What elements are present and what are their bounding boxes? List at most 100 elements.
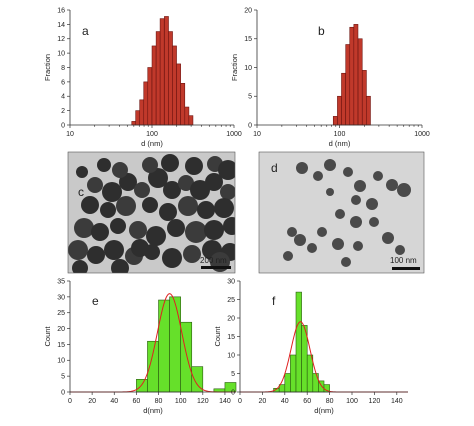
x-tick-label-a-0: 10 bbox=[66, 131, 74, 138]
y-axis-label-e: Count bbox=[43, 326, 52, 347]
tem-particle-c bbox=[134, 182, 150, 198]
bar-e-3 bbox=[169, 296, 181, 393]
tem-particle-d bbox=[354, 180, 366, 192]
x-tick-label-e-7: 140 bbox=[219, 398, 231, 405]
scale-bar-c bbox=[201, 266, 231, 269]
tem-particle-c bbox=[142, 157, 158, 173]
panel-letter-b: b bbox=[318, 24, 325, 38]
x-tick-label-e-1: 20 bbox=[88, 398, 96, 405]
y-tick-label-e-0: 0 bbox=[61, 389, 65, 396]
bar-b-3 bbox=[345, 44, 351, 126]
panel-letter-e: e bbox=[92, 294, 99, 308]
bar-a-9 bbox=[168, 31, 173, 126]
y-axis-label-a: Fraction bbox=[43, 54, 52, 81]
y-tick-label-a-0: 0 bbox=[61, 122, 65, 129]
bar-b-8 bbox=[366, 95, 371, 126]
y-tick-label-a-1: 2 bbox=[61, 108, 65, 115]
histogram-panel-f: f 0 20 40 60 80 100 120 140051015202530d(nm)Cou… bbox=[213, 278, 408, 415]
tem-particle-c bbox=[68, 240, 88, 260]
bar-a-1 bbox=[135, 110, 141, 126]
x-tick-label-b-0: 10 bbox=[253, 131, 261, 138]
tem-particle-d bbox=[351, 195, 361, 205]
y-tick-label-b-4: 20 bbox=[244, 7, 252, 14]
y-tick-label-f-0: 0 bbox=[231, 389, 235, 396]
tem-particle-c bbox=[185, 157, 203, 175]
bar-f-2 bbox=[284, 373, 291, 393]
y-tick-label-a-7: 14 bbox=[57, 22, 65, 29]
tem-particle-d bbox=[335, 209, 345, 219]
y-tick-label-e-7: 35 bbox=[57, 278, 65, 285]
bar-f-3 bbox=[290, 354, 297, 393]
y-tick-label-a-8: 16 bbox=[57, 7, 65, 14]
bar-a-8 bbox=[164, 16, 169, 126]
tem-particle-c bbox=[81, 196, 99, 214]
tem-particle-d bbox=[307, 243, 317, 253]
x-axis-label-a: d (nm) bbox=[141, 139, 163, 148]
y-tick-label-b-2: 10 bbox=[244, 65, 252, 72]
tem-particle-d bbox=[373, 171, 383, 181]
tem-particle-c bbox=[162, 248, 182, 268]
bar-a-3 bbox=[143, 81, 149, 126]
x-axis-label-e: d(nm) bbox=[143, 406, 163, 415]
bar-f-7 bbox=[312, 373, 319, 393]
y-tick-label-a-3: 6 bbox=[61, 79, 65, 86]
y-tick-label-f-2: 10 bbox=[227, 352, 235, 359]
tem-particle-c bbox=[100, 202, 116, 218]
bar-b-1 bbox=[337, 95, 342, 126]
y-tick-label-e-3: 15 bbox=[57, 342, 65, 349]
y-tick-label-e-4: 20 bbox=[57, 326, 65, 333]
y-tick-label-e-6: 30 bbox=[57, 294, 65, 301]
x-tick-label-e-6: 120 bbox=[197, 398, 209, 405]
y-tick-label-b-3: 15 bbox=[244, 36, 252, 43]
y-tick-label-f-5: 25 bbox=[227, 297, 235, 304]
tem-particle-d bbox=[343, 167, 353, 177]
x-tick-label-f-7: 140 bbox=[391, 398, 403, 405]
y-tick-label-b-0: 0 bbox=[248, 122, 252, 129]
bar-b-5 bbox=[353, 24, 359, 126]
tem-particle-c bbox=[218, 160, 235, 180]
bar-f-4 bbox=[295, 291, 302, 393]
y-tick-label-a-5: 10 bbox=[57, 51, 65, 58]
tem-frame-c bbox=[67, 151, 236, 274]
x-axis-label-f: d(nm) bbox=[314, 406, 334, 415]
y-tick-label-f-1: 5 bbox=[231, 371, 235, 378]
x-tick-label-b-1: 100 bbox=[334, 131, 346, 138]
tem-particle-c bbox=[142, 197, 158, 213]
tem-particle-d bbox=[353, 241, 363, 251]
panel-letter-d: d bbox=[271, 161, 278, 175]
bar-b-0 bbox=[332, 116, 338, 126]
tem-particle-c bbox=[112, 162, 128, 178]
x-tick-label-e-4: 80 bbox=[155, 398, 163, 405]
bar-b-2 bbox=[341, 72, 346, 126]
tem-particle-c bbox=[204, 220, 224, 240]
bar-a-6 bbox=[155, 31, 161, 126]
bar-f-6 bbox=[306, 354, 314, 393]
y-tick-label-f-4: 20 bbox=[227, 315, 235, 322]
tem-particle-d bbox=[382, 232, 394, 244]
tem-particle-c bbox=[220, 184, 235, 200]
x-tick-label-e-2: 40 bbox=[110, 398, 118, 405]
tem-particle-d bbox=[350, 216, 362, 228]
tem-frame-d bbox=[258, 151, 425, 274]
tem-particle-c bbox=[148, 168, 168, 188]
tem-particle-c bbox=[91, 223, 109, 241]
bar-e-0 bbox=[136, 379, 148, 393]
tem-particle-c bbox=[183, 245, 201, 263]
tem-particles-d bbox=[283, 159, 411, 267]
bar-a-12 bbox=[180, 83, 186, 126]
y-tick-label-a-4: 8 bbox=[61, 65, 65, 72]
y-tick-label-a-2: 4 bbox=[61, 94, 65, 101]
panel-letter-a: a bbox=[82, 24, 89, 38]
x-tick-label-f-6: 120 bbox=[369, 398, 381, 405]
tem-particle-d bbox=[283, 251, 293, 261]
tem-particle-c bbox=[223, 217, 235, 235]
tem-particle-c bbox=[146, 226, 166, 246]
y-tick-label-e-1: 5 bbox=[61, 374, 65, 381]
tem-particle-d bbox=[386, 179, 398, 191]
tem-particle-c bbox=[163, 181, 181, 199]
tem-particle-d bbox=[395, 245, 405, 255]
tem-particle-c bbox=[102, 182, 122, 202]
tem-particle-d bbox=[296, 162, 308, 174]
tem-particle-c bbox=[87, 177, 103, 193]
